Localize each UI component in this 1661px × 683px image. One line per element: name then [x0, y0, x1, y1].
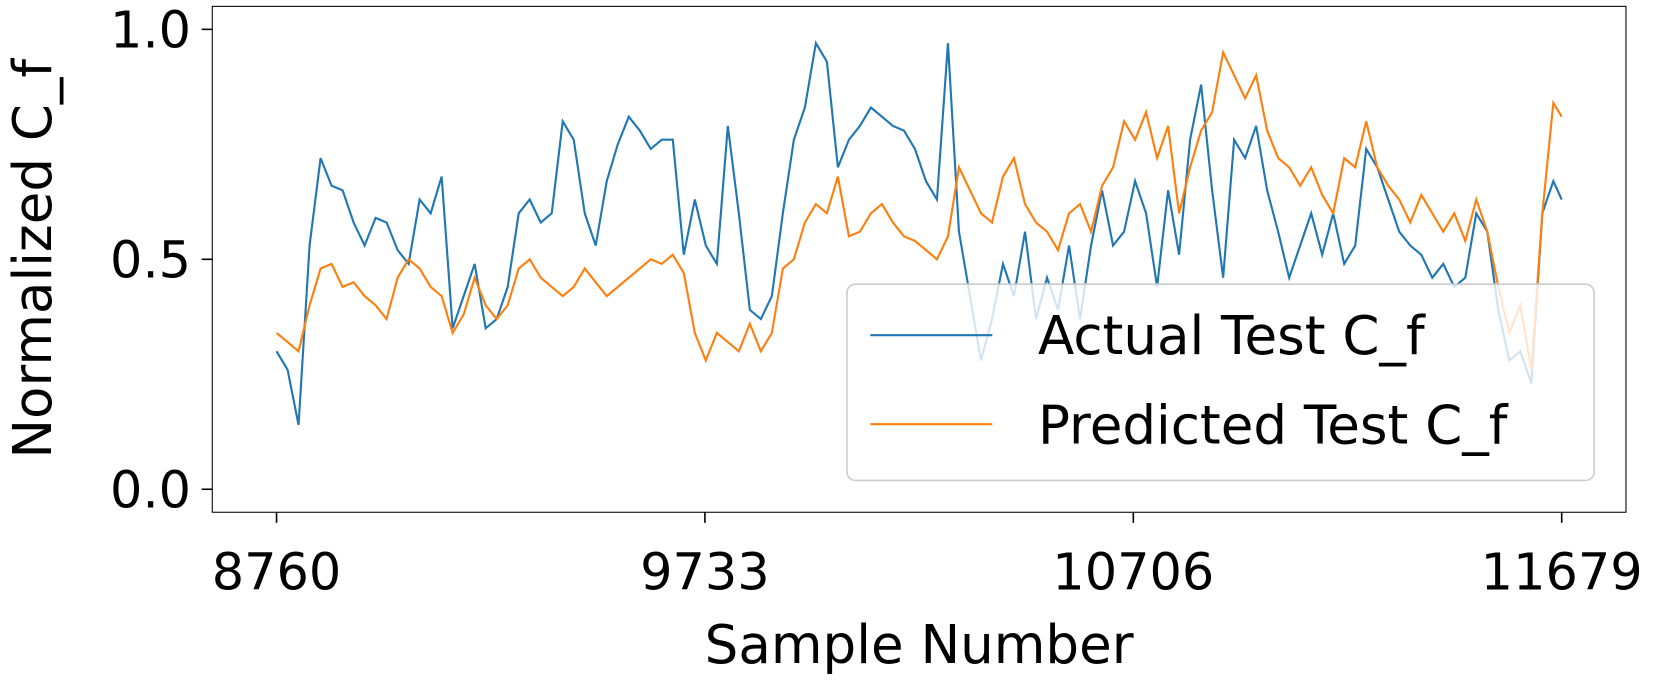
y-axis-label: Normalized C_f — [2, 58, 64, 459]
legend-label: Actual Test C_f — [1038, 305, 1426, 367]
y-tick-label: 0.5 — [110, 231, 191, 290]
data-line — [275, 48, 1563, 370]
legend-label: Predicted Test C_f — [1038, 394, 1509, 456]
plot-area — [275, 40, 1563, 426]
x-tick-label: 9733 — [640, 544, 770, 603]
x-tick-label: 8760 — [212, 544, 342, 603]
y-tick-label: 1.0 — [110, 1, 191, 60]
y-tick-label: 0.0 — [110, 461, 191, 520]
axes-frame — [211, 5, 1627, 513]
legend-box — [846, 283, 1595, 482]
data-line — [275, 40, 1563, 426]
x-axis-label: Sample Number — [705, 614, 1134, 676]
x-tick-label: 10706 — [1052, 544, 1214, 603]
x-tick-label: 11679 — [1481, 544, 1643, 603]
